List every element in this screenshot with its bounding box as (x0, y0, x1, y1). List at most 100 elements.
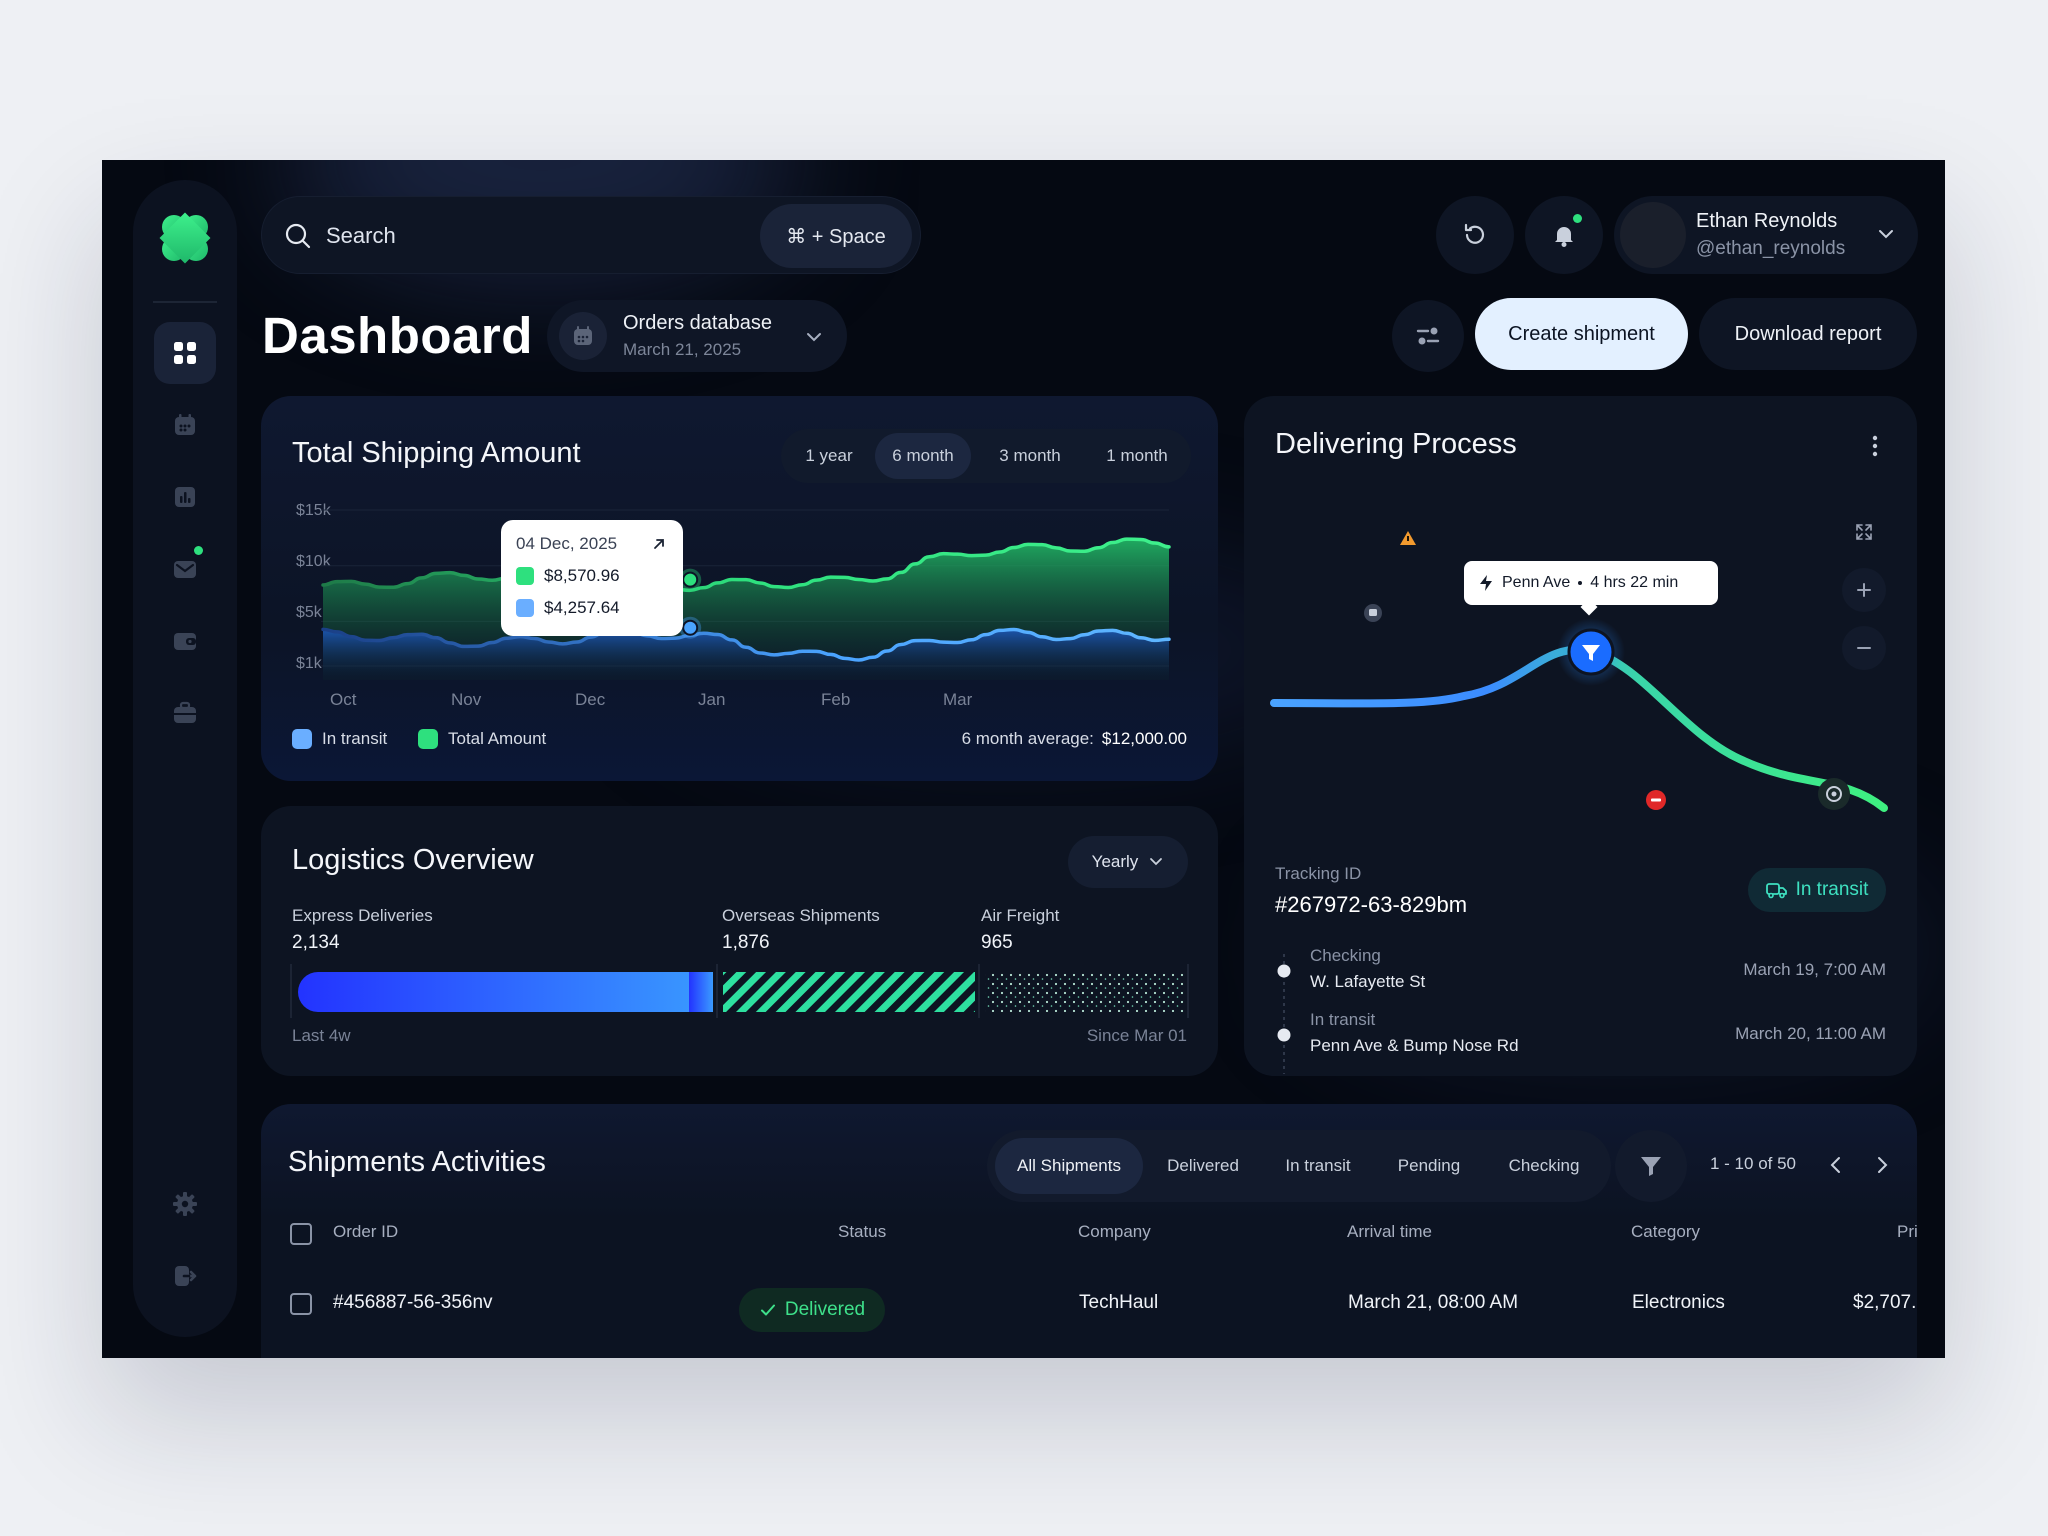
tooltip-transit-value: $4,257.64 (544, 598, 620, 617)
notification-dot (1573, 214, 1582, 223)
arrival-time: March 21, 08:00 AM (1348, 1292, 1519, 1313)
map-tooltip: Penn Ave 4 hrs 22 min (1464, 561, 1718, 605)
select-all-checkbox[interactable] (290, 1223, 312, 1245)
sidebar-item-settings[interactable] (154, 1173, 216, 1235)
fullscreen-button[interactable] (1842, 510, 1886, 554)
column-header-order-id[interactable]: Order ID (333, 1222, 399, 1241)
tab-checking[interactable]: Checking (1508, 1156, 1580, 1175)
download-report-button[interactable]: Download report (1699, 298, 1917, 370)
step-time: March 20, 11:00 AM (1735, 1024, 1886, 1043)
company: TechHaul (1079, 1292, 1159, 1313)
tooltip-transit: $4,257.64 (516, 598, 620, 618)
calendar-icon (175, 414, 195, 435)
series-area (323, 629, 1169, 680)
tooltip-total: $8,570.96 (516, 566, 620, 586)
airfreight-value: 965 (981, 932, 1013, 953)
sidebar-item-logout[interactable] (154, 1245, 216, 1307)
zoom-in-button[interactable] (1842, 568, 1886, 612)
tooltip-date: 04 Dec, 2025 (516, 534, 618, 553)
sidebar (133, 180, 237, 1337)
arrow-up-right-icon[interactable] (651, 536, 667, 552)
step-place: Penn Ave & Bump Nose Rd (1310, 1036, 1519, 1055)
tab-in-transit[interactable]: In transit (1285, 1156, 1351, 1175)
note-left: Last 4w (292, 1026, 351, 1045)
period-1-month[interactable]: 1 month (1106, 446, 1168, 465)
column-header-category[interactable]: Category (1631, 1222, 1700, 1241)
sliders-icon (1416, 327, 1440, 345)
app-window: Search ⌘ + Space Ethan Reynolds @ethan_r… (102, 160, 1945, 1358)
page-title: Dashboard (262, 307, 533, 364)
check-icon (760, 1304, 775, 1316)
step-title: In transit (1310, 1010, 1376, 1029)
create-shipment-button[interactable]: Create shipment (1475, 298, 1688, 370)
card-title: Delivering Process (1275, 428, 1517, 460)
overseas-segment (723, 972, 975, 1012)
filter-button[interactable] (1615, 1130, 1687, 1202)
expand-icon (1856, 524, 1872, 540)
logistics-bar (290, 964, 1189, 1018)
zoom-out-button[interactable] (1842, 626, 1886, 670)
wallet-icon (174, 633, 196, 650)
x-tick-label: Feb (821, 690, 851, 709)
plus-icon (1857, 583, 1871, 597)
highlight-point (682, 619, 699, 636)
column-header-company[interactable]: Company (1078, 1222, 1151, 1241)
refresh-button[interactable] (1436, 196, 1514, 274)
logistics-overview-card: Logistics Overview Yearly Express Delive… (261, 806, 1218, 1076)
status-badge: Delivered (739, 1288, 885, 1332)
tab-all-shipments[interactable]: All Shipments (995, 1138, 1143, 1194)
period-3-month[interactable]: 3 month (999, 446, 1061, 465)
period-6-month[interactable]: 6 month (875, 433, 971, 479)
route-map (1270, 531, 1888, 812)
legend-total-amount: Total Amount (418, 729, 546, 749)
shipments-card: Shipments Activities All Shipments Deliv… (261, 1104, 1917, 1358)
order-id: #456887-56-356nv (333, 1292, 493, 1313)
express-label: Express Deliveries (292, 906, 433, 925)
period-1-year[interactable]: 1 year (805, 446, 853, 465)
highlight-point (682, 571, 699, 588)
note-right: Since Mar 01 (1086, 1026, 1187, 1045)
user-menu[interactable]: Ethan Reynolds @ethan_reynolds (1614, 196, 1918, 274)
range-dropdown[interactable]: Yearly (1068, 836, 1188, 888)
chevron-down-icon (1150, 858, 1163, 866)
tracking-label: Tracking ID (1275, 864, 1362, 883)
timeline (1277, 954, 1291, 1074)
column-header-arrival[interactable]: Arrival time (1347, 1222, 1433, 1241)
tracking-id: #267972-63-829bm (1275, 892, 1468, 917)
step-title: Checking (1310, 946, 1381, 965)
sidebar-item-analytics[interactable] (154, 466, 216, 528)
notifications-button[interactable] (1525, 196, 1603, 274)
pagination-info: 1 - 10 of 50 (1710, 1154, 1797, 1173)
search-input[interactable]: Search ⌘ + Space (261, 196, 921, 274)
tab-delivered[interactable]: Delivered (1167, 1156, 1239, 1175)
sidebar-item-messages[interactable] (154, 538, 216, 600)
sidebar-item-calendar[interactable] (154, 394, 216, 456)
user-handle: @ethan_reynolds (1696, 238, 1846, 259)
average-label: 6 month average: (961, 729, 1094, 748)
next-page-button[interactable] (1867, 1150, 1897, 1180)
filter-settings-button[interactable] (1392, 300, 1464, 372)
tab-pending[interactable]: Pending (1397, 1156, 1461, 1175)
refresh-icon (1464, 223, 1485, 244)
calendar-icon (559, 312, 607, 360)
bell-icon (1555, 227, 1573, 247)
sidebar-item-dashboard[interactable] (154, 322, 216, 384)
x-tick-label: Dec (575, 690, 606, 709)
y-tick-label: $5k (296, 604, 322, 621)
database-selector[interactable]: Orders database March 21, 2025 (547, 300, 847, 372)
previous-page-button[interactable] (1821, 1150, 1851, 1180)
step-place: W. Lafayette St (1310, 972, 1426, 991)
x-tick-label: Jan (698, 690, 726, 709)
bar-chart-icon (175, 487, 195, 507)
x-tick-label: Mar (943, 690, 973, 709)
row-checkbox[interactable] (290, 1293, 312, 1315)
column-header-status[interactable]: Status (838, 1222, 887, 1241)
search-shortcut[interactable]: ⌘ + Space (760, 204, 912, 268)
sidebar-divider (153, 301, 217, 303)
airfreight-label: Air Freight (981, 906, 1060, 925)
sidebar-item-briefcase[interactable] (154, 682, 216, 744)
lightning-icon (1480, 575, 1492, 591)
column-header-price[interactable]: Price (1897, 1222, 1917, 1241)
sidebar-item-wallet[interactable] (154, 610, 216, 672)
more-vertical-icon[interactable] (1871, 434, 1879, 458)
